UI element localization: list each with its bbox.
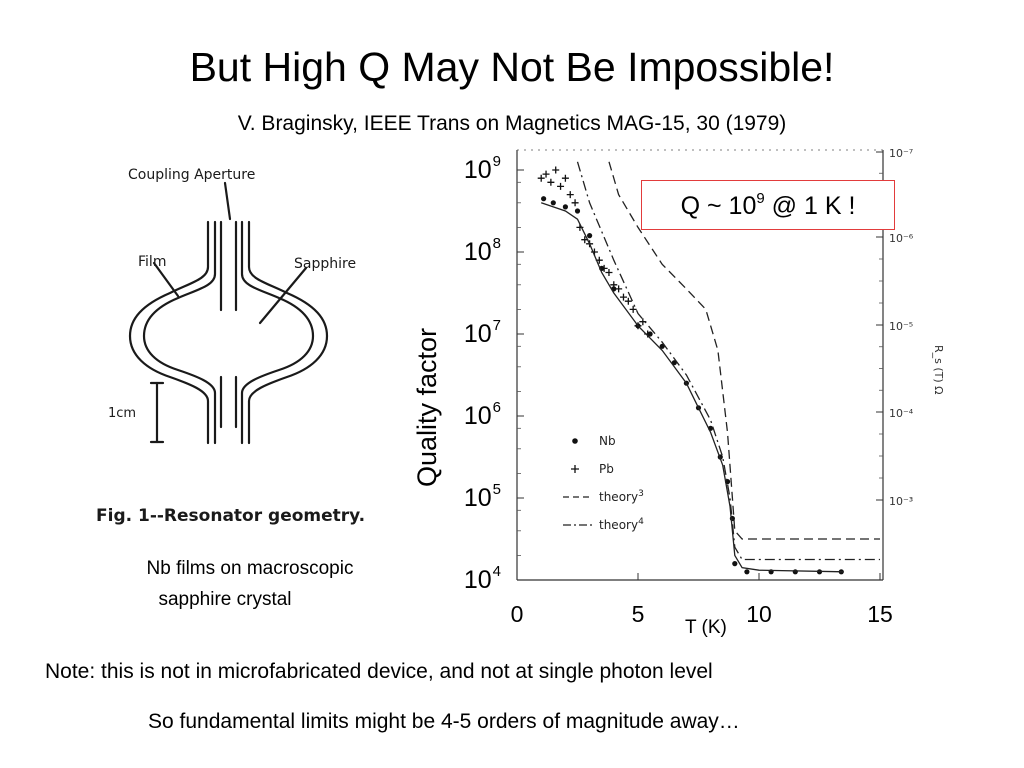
y-tick-label: 106 xyxy=(463,399,501,430)
y-tick-label: 104 xyxy=(463,563,501,594)
pb-point xyxy=(610,281,618,289)
coupling-pointer xyxy=(223,181,232,221)
theory-4-curve xyxy=(576,161,880,561)
film-inner-right xyxy=(240,220,315,445)
pb-point xyxy=(542,170,550,178)
pb-point xyxy=(557,182,565,190)
x-axis-label: T (K) xyxy=(685,617,727,638)
pb-point xyxy=(561,174,569,182)
caption-line-2: sapphire crystal xyxy=(158,589,292,610)
y-tick-label: 109 xyxy=(463,153,501,184)
sapphire-label: Sapphire xyxy=(294,256,356,272)
coupling-aperture-label: Coupling Aperture xyxy=(128,167,255,183)
callout-prefix: Q ~ 10 xyxy=(680,192,757,220)
film-label: Film xyxy=(138,254,166,270)
film-inner-left xyxy=(142,220,217,445)
pb-point xyxy=(552,166,560,174)
nb-point xyxy=(550,200,556,206)
nb-point xyxy=(744,569,750,575)
citation: V. Braginsky, IEEE Trans on Magnetics MA… xyxy=(237,112,787,135)
legend-label: theory4 xyxy=(599,517,644,532)
pb-point xyxy=(537,174,545,182)
legend-marker-pb xyxy=(571,465,579,473)
q-callout-box: Q ~ 109 @ 1 K ! xyxy=(641,180,895,230)
callout-exponent: 9 xyxy=(756,190,765,207)
page-title: But High Q May Not Be Impossible! xyxy=(189,44,835,90)
resonator-diagram: Coupling Aperture Film Sapphire 1cm Fig.… xyxy=(96,167,365,526)
pb-point xyxy=(624,297,632,305)
pb-point xyxy=(605,269,613,276)
scale-label: 1cm xyxy=(108,406,136,421)
figure-caption: Fig. 1--Resonator geometry. xyxy=(96,506,365,526)
x-tick-label: 0 xyxy=(510,601,524,627)
legend-label: Nb xyxy=(599,434,616,448)
pb-point xyxy=(571,199,579,207)
x-tick-label: 10 xyxy=(746,601,772,627)
pb-point xyxy=(629,305,637,313)
y-tick-label: 107 xyxy=(463,317,501,348)
right-tick-label: 10⁻⁴ xyxy=(889,407,914,420)
y-axis-label: Quality factor xyxy=(412,327,442,487)
nb-point xyxy=(587,233,593,239)
nb-point xyxy=(562,204,568,210)
pb-point xyxy=(547,178,555,186)
pb-point xyxy=(619,293,627,301)
right-tick-label: 10⁻⁷ xyxy=(889,147,913,160)
sapphire-pointer xyxy=(258,266,308,325)
right-tick-label: 10⁻⁵ xyxy=(889,320,913,333)
nb-fit-curve xyxy=(540,202,844,573)
body-outer-right xyxy=(247,220,329,445)
right-tick-label: 10⁻³ xyxy=(889,495,913,508)
caption-line-1: Nb films on macroscopic xyxy=(146,558,354,579)
pb-point xyxy=(615,285,623,293)
conclusion-text: So fundamental limits might be 4-5 order… xyxy=(148,710,740,733)
legend-marker-nb xyxy=(572,438,578,444)
y-tick-label: 105 xyxy=(463,481,501,512)
right-axis-label: R_s (T) Ω xyxy=(932,345,945,395)
nb-point xyxy=(574,208,581,214)
nb-point xyxy=(541,196,547,202)
right-tick-label: 10⁻⁶ xyxy=(889,232,914,245)
legend-label: Pb xyxy=(599,462,614,476)
body-outer-left xyxy=(128,220,210,445)
legend-label: theory3 xyxy=(599,489,644,504)
pb-point xyxy=(600,264,608,272)
y-tick-label: 108 xyxy=(463,235,501,266)
x-tick-label: 5 xyxy=(631,601,645,627)
callout-suffix: @ 1 K ! xyxy=(764,192,856,220)
pb-point xyxy=(566,191,574,199)
nb-point xyxy=(792,569,798,575)
quality-factor-plot: Nb Pb theory3 theory4 10⁻⁷ 10⁻⁶ 10⁻⁵ 10⁻⁴ 10⁻³ R… xyxy=(516,147,945,581)
nb-point xyxy=(732,561,738,567)
x-tick-label: 15 xyxy=(867,601,893,627)
theory-3-curve xyxy=(608,161,880,540)
note-text: Note: this is not in microfabricated dev… xyxy=(45,660,713,683)
film-pointer xyxy=(152,261,180,298)
